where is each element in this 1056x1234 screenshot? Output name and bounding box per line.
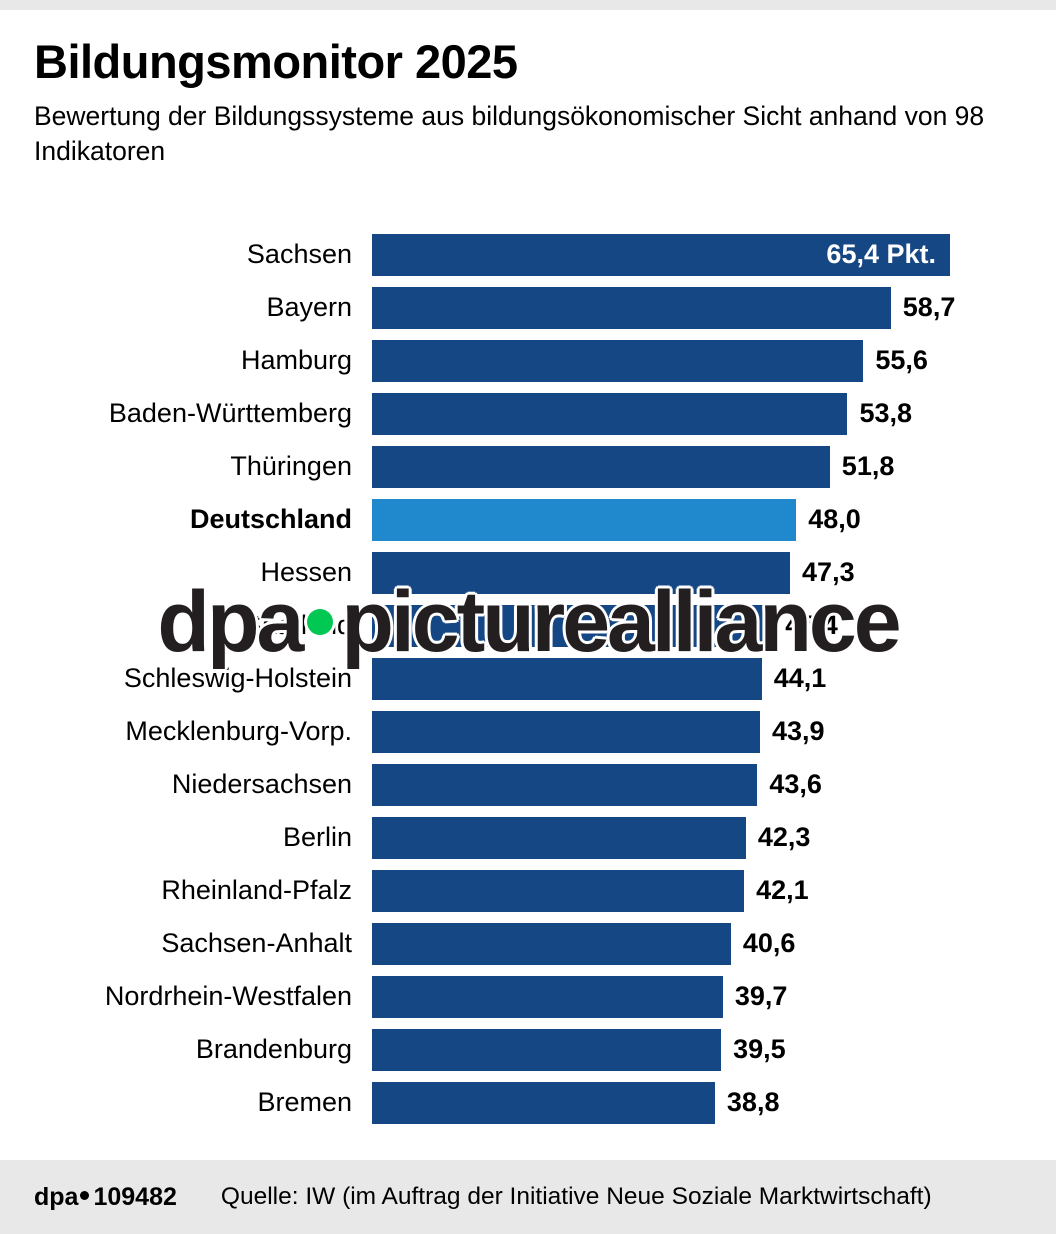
chart-header: Bildungsmonitor 2025 Bewertung der Bildu… bbox=[0, 10, 1056, 169]
bar-row: Hessen 47,3 bbox=[0, 546, 1056, 599]
bar-value-label: 43,9 bbox=[771, 716, 825, 746]
bar-value-label: 45,4 bbox=[785, 610, 838, 640]
bar-track: 42,1 bbox=[372, 869, 1056, 912]
bar-row-label: Deutschland bbox=[189, 504, 352, 534]
bar-value-label: 38,8 bbox=[726, 1087, 780, 1117]
bar-track: 53,8 bbox=[372, 392, 1056, 435]
bar-row-label: Mecklenburg-Vorp. bbox=[125, 716, 352, 746]
bar-value-label: 40,6 bbox=[742, 928, 796, 958]
bar-row-label: Hamburg bbox=[240, 345, 352, 375]
bar bbox=[372, 1081, 715, 1124]
bar-row: Bremen 38,8 bbox=[0, 1076, 1056, 1129]
bar-row: Mecklenburg-Vorp. 43,9 bbox=[0, 705, 1056, 758]
bar-chart-plot-area: Sachsen 65,4 Pkt. Bayern 58,7 Hamburg 55,6 Bad… bbox=[0, 228, 1056, 1129]
page-title: Bildungsmonitor 2025 bbox=[34, 35, 518, 88]
bar-value-label: 43,6 bbox=[769, 769, 822, 799]
bar-track: 58,7 bbox=[372, 286, 1056, 329]
dpa-credit: dpa 109482 bbox=[34, 1182, 177, 1211]
bar bbox=[372, 869, 745, 912]
bar-row-label: Rheinland-Pfalz bbox=[161, 875, 352, 905]
bar bbox=[372, 763, 758, 806]
bar bbox=[372, 339, 864, 382]
bar-row: Nordrhein-Westfalen 39,7 bbox=[0, 970, 1056, 1023]
bar bbox=[372, 816, 746, 859]
bar-value-label: 65,4 Pkt. bbox=[826, 239, 936, 269]
bar-row-label: Bremen bbox=[257, 1087, 352, 1117]
bar bbox=[372, 286, 891, 329]
bar bbox=[372, 604, 774, 647]
bar-value-label: 48,0 bbox=[808, 504, 861, 534]
bar-row-label: Hessen bbox=[260, 557, 352, 587]
bar-row-label: Niedersachsen bbox=[171, 769, 352, 799]
bar-row-label: Baden-Württemberg bbox=[108, 398, 352, 428]
bar bbox=[372, 1028, 722, 1071]
bar: 65,4 Pkt. bbox=[372, 233, 950, 276]
bar-row-label: Nordrhein-Westfalen bbox=[104, 981, 352, 1011]
bar-track: 48,0 bbox=[372, 498, 1056, 541]
bar-row: Deutschland 48,0 bbox=[0, 493, 1056, 546]
bar bbox=[372, 551, 791, 594]
bar-value-label: 42,3 bbox=[757, 822, 811, 852]
bar-track: 39,5 bbox=[372, 1028, 1056, 1071]
bar-row: Schleswig-Holstein 44,1 bbox=[0, 652, 1056, 705]
bar-track: 45,4 bbox=[372, 604, 1056, 647]
bar bbox=[372, 975, 723, 1018]
bar-row: Bayern 58,7 bbox=[0, 281, 1056, 334]
bar-value-label: 44,1 bbox=[773, 663, 827, 693]
bar-track: 51,8 bbox=[372, 445, 1056, 488]
bar-row-label: Bayern bbox=[266, 292, 352, 322]
bar bbox=[372, 657, 762, 700]
bar-track: 39,7 bbox=[372, 975, 1056, 1018]
bar-track: 43,9 bbox=[372, 710, 1056, 753]
bar-row-label: Schleswig-Holstein bbox=[123, 663, 352, 693]
bar-value-label: 55,6 bbox=[875, 345, 928, 375]
dpa-credit-prefix: dpa bbox=[34, 1182, 79, 1211]
bar bbox=[372, 922, 731, 965]
bar-row-label: Saarland bbox=[243, 610, 352, 640]
chart-subtitle: Bewertung der Bildungssysteme aus bildun… bbox=[34, 101, 985, 167]
bar-row: Hamburg 55,6 bbox=[0, 334, 1056, 387]
bullet-icon bbox=[80, 1190, 90, 1200]
bar bbox=[372, 392, 848, 435]
bar-row-label: Thüringen bbox=[230, 451, 352, 481]
top-divider bbox=[0, 0, 1056, 10]
bar-row: Berlin 42,3 bbox=[0, 811, 1056, 864]
bar-track: 40,6 bbox=[372, 922, 1056, 965]
dpa-credit-id: 109482 bbox=[93, 1182, 177, 1211]
bar-track: 43,6 bbox=[372, 763, 1056, 806]
bar bbox=[372, 710, 760, 753]
bar-row: Niedersachsen 43,6 bbox=[0, 758, 1056, 811]
bar-row-label: Berlin bbox=[282, 822, 352, 852]
bar-row-label: Sachsen bbox=[246, 239, 352, 269]
bar-track: 42,3 bbox=[372, 816, 1056, 859]
bar-row: Sachsen-Anhalt 40,6 bbox=[0, 917, 1056, 970]
bar-value-label: 53,8 bbox=[859, 398, 913, 428]
bar-row: Baden-Württemberg 53,8 bbox=[0, 387, 1056, 440]
bar-row: Sachsen 65,4 Pkt. bbox=[0, 228, 1056, 281]
bar-row: Thüringen 51,8 bbox=[0, 440, 1056, 493]
bar-row: Saarland 45,4 bbox=[0, 599, 1056, 652]
bar bbox=[372, 498, 797, 541]
bar-value-label: 47,3 bbox=[802, 557, 855, 587]
bar-row: Brandenburg 39,5 bbox=[0, 1023, 1056, 1076]
bar-track: 47,3 bbox=[372, 551, 1056, 594]
bar-row-label: Sachsen-Anhalt bbox=[161, 928, 352, 958]
bar-value-label: 42,1 bbox=[756, 875, 809, 905]
bar-value-label: 58,7 bbox=[902, 292, 956, 322]
bar-row: Rheinland-Pfalz 42,1 bbox=[0, 864, 1056, 917]
chart-footer: dpa 109482 Quelle: IW (im Auftrag der Ini… bbox=[0, 1160, 1056, 1234]
bar-value-label: 39,5 bbox=[733, 1034, 786, 1064]
bar-track: 44,1 bbox=[372, 657, 1056, 700]
bar bbox=[372, 445, 830, 488]
bar-value-label: 51,8 bbox=[841, 451, 895, 481]
bar-track: 55,6 bbox=[372, 339, 1056, 382]
bar-track: 65,4 Pkt. bbox=[372, 233, 1056, 276]
bar-track: 38,8 bbox=[372, 1081, 1056, 1124]
bar-row-label: Brandenburg bbox=[195, 1034, 352, 1064]
bar-value-label: 39,7 bbox=[734, 981, 788, 1011]
source-note: Quelle: IW (im Auftrag der Initiative Ne… bbox=[220, 1182, 932, 1210]
